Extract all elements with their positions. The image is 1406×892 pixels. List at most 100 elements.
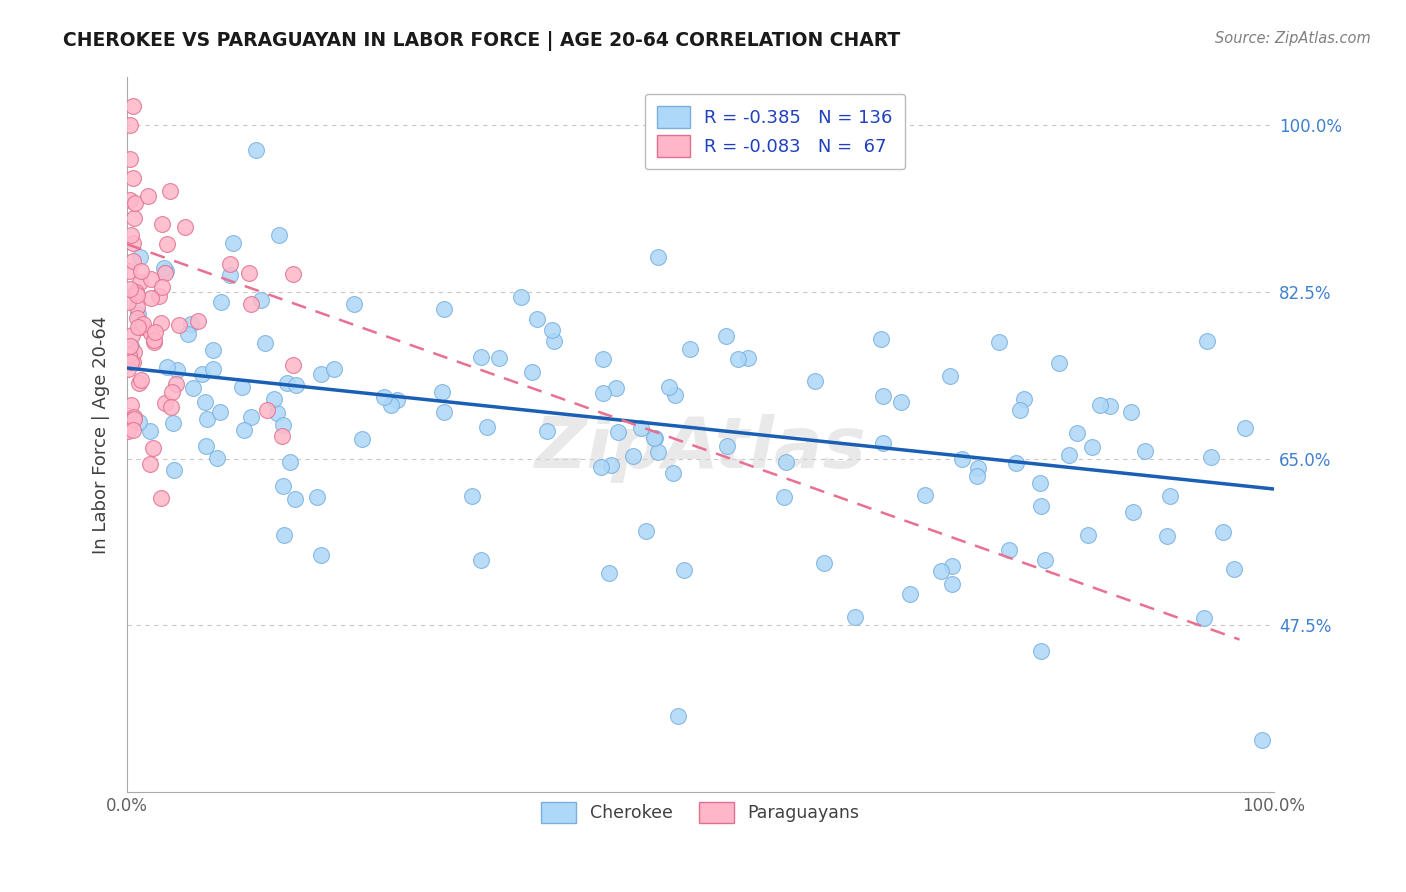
Point (714, 329, 737, 343)
Point (520, 365, 543, 379)
Point (273, 418, 295, 433)
Point (177, 326, 200, 341)
Point (122, 411, 145, 425)
Point (380, 398, 402, 412)
Point (128, 376, 150, 390)
Point (181, 381, 204, 395)
Point (658, 380, 681, 394)
Point (132, 317, 155, 331)
Text: CHEROKEE VS PARAGUAYAN IN LABOR FORCE | AGE 20-64 CORRELATION CHART: CHEROKEE VS PARAGUAYAN IN LABOR FORCE | … (63, 31, 900, 51)
Point (128, 275, 150, 289)
Point (250, 293, 273, 307)
Point (128, 415, 150, 429)
Point (122, 423, 145, 437)
Point (156, 360, 179, 375)
Point (256, 402, 278, 417)
Point (460, 490, 482, 504)
Point (121, 99, 143, 113)
Point (872, 389, 894, 403)
Point (150, 218, 173, 232)
Point (117, 362, 139, 376)
Point (120, 339, 142, 353)
Point (1251, 732, 1274, 747)
Point (1156, 529, 1178, 543)
Point (153, 266, 176, 280)
Point (136, 189, 159, 203)
Point (273, 479, 295, 493)
Point (1222, 562, 1244, 576)
Point (117, 424, 139, 438)
Point (139, 291, 162, 305)
Text: Source: ZipAtlas.com: Source: ZipAtlas.com (1215, 31, 1371, 46)
Point (1088, 398, 1111, 412)
Point (666, 708, 689, 723)
Point (997, 543, 1019, 558)
Point (127, 311, 149, 326)
Point (1047, 356, 1070, 370)
Point (966, 461, 988, 475)
Point (194, 395, 217, 409)
Point (120, 339, 142, 353)
Point (1029, 475, 1052, 490)
Point (266, 406, 288, 420)
Point (664, 388, 686, 402)
Point (598, 566, 620, 580)
Point (149, 491, 172, 506)
Point (167, 318, 190, 332)
Point (804, 375, 827, 389)
Point (772, 490, 794, 504)
Point (661, 466, 683, 480)
Point (433, 405, 456, 419)
Point (1121, 505, 1143, 519)
Point (141, 326, 163, 340)
Point (950, 451, 973, 466)
Point (122, 254, 145, 268)
Point (150, 280, 173, 294)
Point (510, 290, 533, 304)
Legend: Cherokee, Paraguayans: Cherokee, Paraguayans (534, 795, 866, 830)
Point (536, 424, 558, 438)
Point (280, 455, 302, 469)
Point (273, 527, 295, 541)
Point (1029, 500, 1052, 514)
Point (152, 261, 174, 276)
Point (1081, 440, 1104, 454)
Point (153, 396, 176, 410)
Point (267, 228, 290, 243)
Point (988, 334, 1011, 349)
Text: ZipAtlas: ZipAtlas (534, 415, 866, 483)
Point (1008, 403, 1031, 417)
Point (488, 351, 510, 366)
Point (543, 334, 565, 349)
Point (165, 376, 187, 391)
Point (125, 288, 148, 302)
Point (120, 194, 142, 208)
Point (1077, 528, 1099, 542)
Point (201, 343, 224, 358)
Point (187, 314, 209, 328)
Point (643, 431, 665, 445)
Point (142, 441, 165, 455)
Point (180, 317, 202, 331)
Point (125, 285, 148, 300)
Point (117, 295, 139, 310)
Point (872, 435, 894, 450)
Point (727, 352, 749, 367)
Point (1234, 421, 1257, 435)
Point (621, 449, 644, 463)
Point (470, 553, 492, 567)
Y-axis label: In Labor Force | Age 20-64: In Labor Force | Age 20-64 (93, 316, 110, 554)
Point (129, 250, 152, 264)
Point (143, 334, 166, 348)
Point (219, 268, 242, 282)
Point (120, 398, 142, 412)
Point (155, 264, 177, 278)
Point (1212, 524, 1234, 539)
Point (281, 359, 304, 373)
Point (636, 524, 658, 539)
Point (813, 556, 835, 570)
Point (1199, 450, 1222, 465)
Point (139, 424, 162, 438)
Point (1133, 444, 1156, 458)
Point (209, 295, 232, 310)
